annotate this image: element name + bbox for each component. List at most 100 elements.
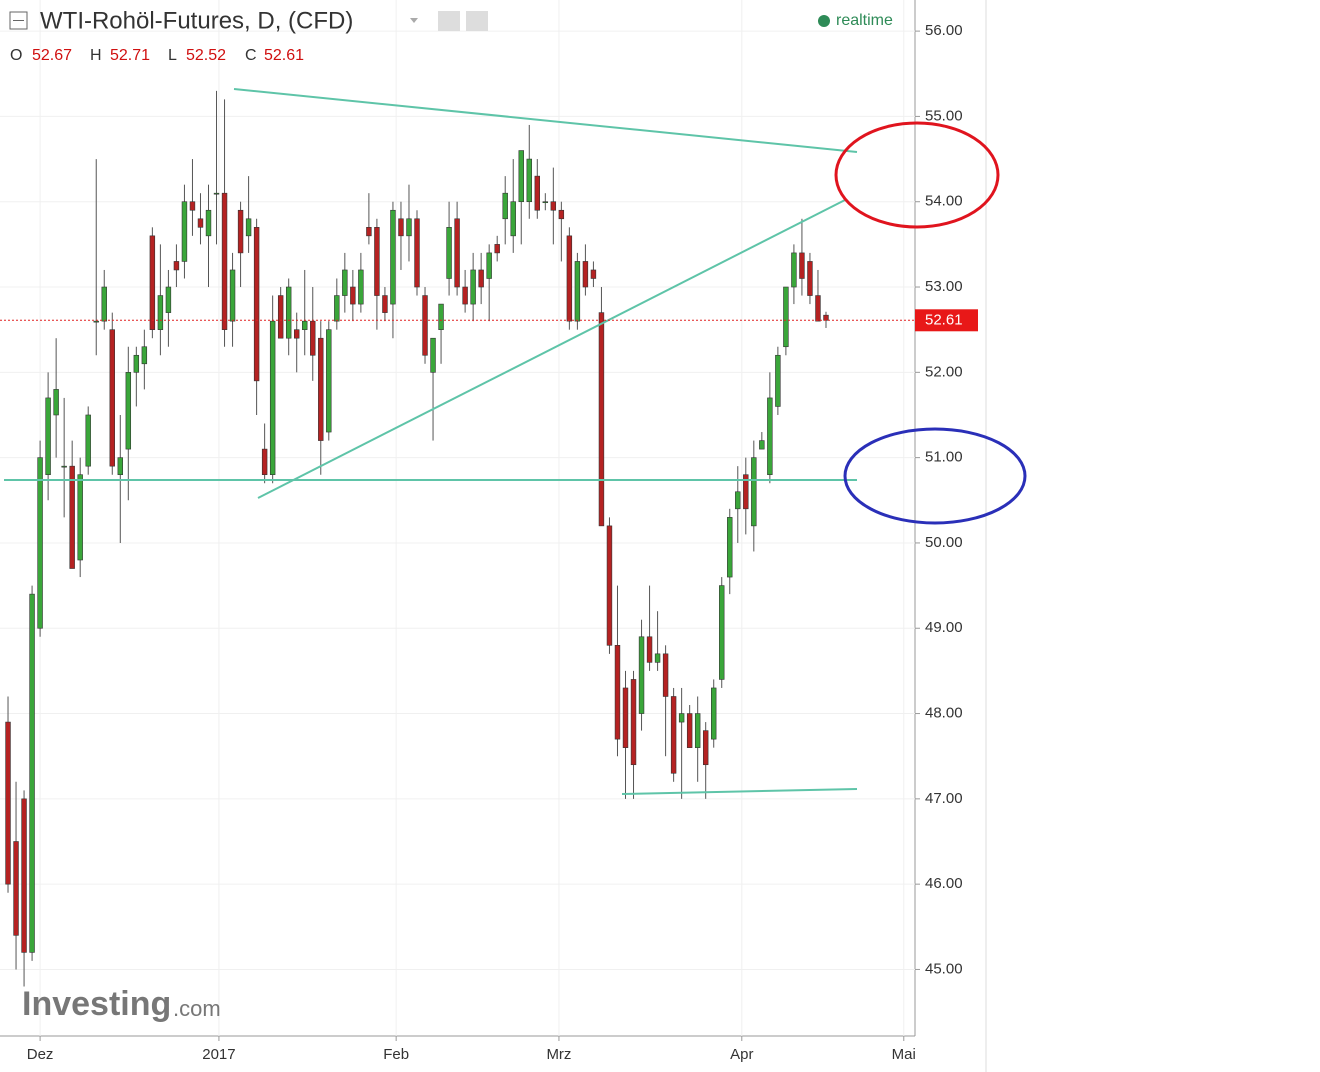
candle-body — [630, 679, 637, 766]
support-line — [621, 788, 858, 795]
candle-body — [77, 474, 83, 561]
candle-body — [85, 414, 91, 467]
trend-line — [233, 88, 858, 153]
candle-body — [53, 389, 59, 416]
candle-body — [342, 269, 348, 296]
ohlc-label: H — [90, 47, 102, 64]
candle-body — [711, 687, 717, 740]
candle-body — [670, 696, 677, 774]
x-tick-label: Mrz — [546, 1046, 571, 1063]
candle-body — [446, 227, 452, 279]
x-tick-label: Mai — [892, 1046, 916, 1063]
candle-body — [462, 286, 468, 305]
y-tick-label: 48.00 — [925, 705, 963, 722]
candle-body — [181, 201, 188, 262]
candle-body — [29, 593, 35, 953]
candle-body — [510, 201, 516, 237]
candle-body — [783, 286, 789, 348]
ohlc-value: 52.52 — [186, 47, 226, 64]
highlight-ellipse — [834, 121, 1000, 229]
candle-body — [374, 227, 380, 296]
candle-body — [534, 175, 540, 211]
candle-body — [759, 440, 765, 450]
candle-body — [791, 252, 797, 288]
candle-body — [518, 150, 524, 203]
candle-body — [21, 798, 27, 953]
y-tick-label: 50.00 — [925, 534, 963, 551]
candle-body — [141, 346, 148, 365]
y-tick-label: 51.00 — [925, 449, 963, 466]
candle-body — [799, 252, 805, 279]
candle-body — [430, 337, 436, 373]
candles — [5, 90, 829, 987]
drawings — [4, 88, 858, 795]
candle-body — [414, 218, 420, 288]
candle-body — [502, 192, 508, 220]
candle-body — [406, 218, 412, 237]
candle-body — [694, 713, 701, 748]
status-label: realtime — [836, 12, 893, 29]
candle-body — [157, 295, 164, 330]
x-tick-label: Dez — [27, 1046, 54, 1063]
candle-body — [109, 329, 115, 467]
candle-body — [117, 457, 123, 475]
candle-body — [253, 227, 260, 382]
y-tick-label: 54.00 — [925, 193, 963, 210]
last-price: 52.61 — [0, 309, 978, 332]
candle-body — [37, 457, 43, 629]
last-price-box — [915, 309, 978, 332]
candle-body — [542, 201, 549, 204]
candle-body — [390, 209, 396, 305]
candle-body — [582, 261, 589, 288]
candle-body — [261, 448, 268, 475]
candle-body — [310, 320, 316, 356]
candle-body — [61, 465, 67, 468]
candle-body — [334, 295, 340, 322]
candle-body — [686, 713, 693, 748]
y-tick-label: 55.00 — [925, 107, 963, 124]
ohlc-label: C — [245, 47, 257, 64]
candle-body — [775, 354, 781, 407]
visibility-button[interactable] — [438, 11, 460, 31]
candle-body — [285, 286, 292, 339]
candle-body — [654, 653, 661, 663]
ohlc-value: 52.61 — [264, 47, 304, 64]
candle-body — [269, 320, 276, 475]
candle-body — [486, 252, 492, 279]
ohlc-value: 52.67 — [32, 47, 72, 64]
highlight-ellipse — [843, 427, 1027, 525]
candle-body — [229, 269, 236, 322]
ohlc-label: L — [168, 47, 177, 64]
candle-body — [398, 218, 404, 237]
candle-body — [438, 303, 444, 330]
candle-body — [622, 687, 629, 748]
candle-body — [743, 474, 749, 510]
candle-body — [302, 320, 308, 330]
status-dot — [818, 15, 830, 27]
x-tick-label: Apr — [730, 1046, 753, 1063]
candle-body — [221, 192, 228, 330]
candle-body — [5, 721, 11, 885]
candle-body — [478, 269, 484, 288]
ohlc-label: O — [10, 47, 22, 64]
candle-body — [245, 218, 252, 237]
candle-body — [205, 209, 212, 237]
candle-body — [735, 491, 741, 510]
candle-body — [526, 158, 532, 203]
candle-body — [598, 312, 605, 527]
candle-body — [566, 235, 573, 322]
candle-body — [69, 465, 75, 569]
candle-body — [614, 645, 621, 740]
chart-title: WTI-Rohöl-Futures, D, (CFD) — [40, 7, 353, 34]
candle-body — [678, 713, 685, 723]
candle-body — [173, 261, 180, 271]
candle-body — [294, 329, 300, 339]
chart-background — [0, 0, 988, 1072]
candle-body — [662, 653, 669, 697]
candle-body — [133, 354, 140, 373]
candle-body — [815, 295, 821, 322]
settings-button[interactable] — [466, 11, 488, 31]
watermark: Investing — [22, 985, 171, 1023]
dropdown-arrow[interactable] — [410, 18, 418, 23]
